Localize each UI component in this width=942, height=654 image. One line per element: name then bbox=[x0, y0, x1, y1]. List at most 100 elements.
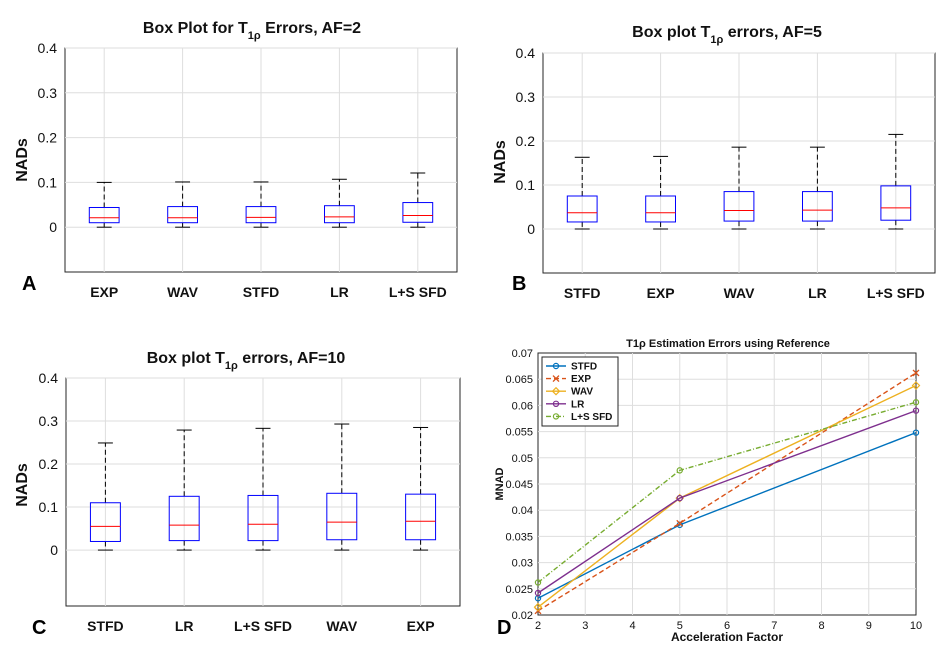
panel-a-ytick-4: 0.4 bbox=[38, 40, 58, 56]
panel-b-ytick-3: 0.3 bbox=[516, 89, 536, 105]
panel-d-ytick-1: 0.025 bbox=[505, 584, 533, 596]
panel-a-box-l-s-sfd bbox=[402, 172, 434, 228]
panel-b-box-exp bbox=[645, 155, 676, 230]
panel-b-box-l-s-sfd bbox=[880, 133, 912, 230]
panel-c-iqr-l-s-sfd bbox=[247, 494, 279, 542]
panel-d-ytick-6: 0.05 bbox=[512, 453, 533, 465]
panel-d-point-l-s-sfd-10 bbox=[912, 399, 920, 406]
panel-c-xtick-lr: LR bbox=[175, 618, 194, 634]
panel-c-iqr-stfd bbox=[89, 502, 121, 542]
panel-a-iqr-exp bbox=[88, 206, 120, 224]
panel-c-xtick-wav: WAV bbox=[326, 618, 358, 634]
panel-d-point-lr-2 bbox=[534, 589, 542, 597]
panel-c-y-axis-label: NADs bbox=[14, 463, 31, 507]
panel-a-xtick-wav: WAV bbox=[167, 284, 199, 300]
panel-d-legend-marker-wav bbox=[551, 386, 561, 396]
panel-b-iqr-l-s-sfd bbox=[880, 185, 912, 221]
panel-b-xtick-lr: LR bbox=[808, 285, 827, 301]
panel-c-iqr-exp bbox=[405, 493, 437, 541]
panel-c-box-exp bbox=[405, 426, 437, 551]
panel-d-xtick-5: 7 bbox=[771, 620, 777, 632]
panel-d-ytick-9: 0.065 bbox=[505, 374, 533, 386]
panel-d-point-exp-5 bbox=[676, 519, 684, 527]
panel-c-xtick-l-s-sfd: L+S SFD bbox=[234, 618, 292, 634]
panel-d-point-l-s-sfd-5 bbox=[676, 467, 683, 474]
panel-a-box-wav bbox=[167, 181, 198, 228]
panel-b-iqr-stfd bbox=[566, 195, 598, 223]
panel-d-legend-marker-l-s-sfd bbox=[552, 413, 560, 420]
panel-a-label: A bbox=[22, 273, 36, 295]
panel-b-xtick-stfd: STFD bbox=[564, 285, 601, 301]
panel-c-title: Box plot T1ρ errors, AF=10 bbox=[147, 350, 346, 372]
panel-d-point-wav-10 bbox=[911, 381, 921, 390]
panel-d-xtick-2: 4 bbox=[629, 620, 635, 632]
panel-d-ytick-8: 0.06 bbox=[512, 400, 533, 412]
panel-d-point-exp-10 bbox=[912, 369, 920, 377]
panel-b-xtick-exp: EXP bbox=[647, 285, 675, 301]
panel-b-label: B bbox=[512, 273, 526, 295]
panel-d-point-stfd-10 bbox=[912, 429, 920, 436]
panel-d-ytick-2: 0.03 bbox=[512, 558, 533, 570]
panel-d-xtick-4: 6 bbox=[724, 620, 730, 632]
panel-a-xtick-stfd: STFD bbox=[243, 284, 280, 300]
panel-b-boxes bbox=[566, 133, 912, 230]
panel-c-ytick-4: 0.4 bbox=[39, 370, 59, 386]
panel-c-ytick-1: 0.1 bbox=[39, 499, 59, 515]
panel-d-legend-label-lr: LR bbox=[571, 399, 585, 410]
panel-b-ytick-2: 0.2 bbox=[516, 133, 536, 149]
panel-c-xtick-exp: EXP bbox=[407, 618, 435, 634]
panel-a-ytick-3: 0.3 bbox=[38, 85, 58, 101]
panel-a-y-axis-label: NADs bbox=[14, 138, 31, 182]
panel-c-ytick-2: 0.2 bbox=[39, 456, 59, 472]
panel-d-legend-entry-lr: LR bbox=[546, 399, 585, 410]
panel-d-legend-marker-exp-b bbox=[552, 375, 560, 383]
panel-d-legend-entry-wav: WAV bbox=[546, 387, 593, 398]
panel-a-box-plot: Box Plot for T1ρ Errors, AF=2 0 0.1 0.2 0.3… bbox=[14, 20, 458, 300]
panel-d-xtick-7: 9 bbox=[866, 620, 872, 632]
panel-a-title: Box Plot for T1ρ Errors, AF=2 bbox=[143, 20, 361, 42]
panel-a-box-stfd bbox=[245, 181, 277, 228]
panel-d-point-exp-10-b bbox=[912, 369, 920, 377]
panel-c-xtick-stfd: STFD bbox=[87, 618, 124, 634]
panel-d-point-exp-5-b bbox=[676, 519, 684, 527]
panel-d-y-ticks: 0.02 0.025 0.03 0.035 0.04 0.045 0.05 0.055 0.06… bbox=[505, 348, 533, 622]
panel-a-xtick-lr: LR bbox=[330, 284, 349, 300]
panel-d-line-stfd bbox=[537, 431, 917, 599]
panel-a-iqr-l-s-sfd bbox=[402, 202, 434, 223]
panel-c-box-stfd bbox=[89, 442, 121, 551]
panel-a-grid bbox=[65, 47, 457, 272]
panel-a-y-ticks: 0 0.1 0.2 0.3 0.4 bbox=[38, 40, 58, 235]
panel-d-legend-entry-stfd: STFD bbox=[546, 362, 597, 373]
panel-b-ytick-4: 0.4 bbox=[516, 45, 536, 61]
panel-b-ytick-0: 0 bbox=[527, 221, 535, 237]
panel-d-title: T1ρ Estimation Errors using Reference bbox=[626, 338, 830, 350]
panel-c-box-lr bbox=[168, 429, 200, 551]
panel-b-title: Box plot T1ρ errors, AF=5 bbox=[632, 24, 822, 46]
panel-d-ytick-5: 0.045 bbox=[505, 479, 533, 491]
panel-a-iqr-stfd bbox=[245, 206, 277, 224]
panel-d-legend-label-wav: WAV bbox=[571, 387, 593, 398]
panel-b-iqr-exp bbox=[645, 195, 676, 223]
panel-a-x-ticks: EXP WAV STFD LR L+S SFD bbox=[90, 284, 447, 300]
panel-c-box-wav bbox=[326, 423, 358, 551]
panel-a-ytick-1: 0.1 bbox=[38, 174, 58, 190]
panel-d-ytick-3: 0.035 bbox=[505, 531, 533, 543]
panel-a-boxes bbox=[88, 172, 434, 228]
panel-d-legend-marker-exp bbox=[552, 375, 560, 383]
panel-b-ytick-1: 0.1 bbox=[516, 177, 536, 193]
panel-d-xtick-3: 5 bbox=[677, 620, 683, 632]
panel-d-line-lr bbox=[537, 409, 917, 594]
panel-d-legend-label-stfd: STFD bbox=[571, 362, 597, 373]
panel-a-xtick-l-s-sfd: L+S SFD bbox=[389, 284, 447, 300]
panel-d-series-stfd bbox=[534, 429, 920, 602]
panel-d-x-axis-label: Acceleration Factor bbox=[671, 630, 783, 644]
panel-d-xtick-8: 10 bbox=[910, 620, 922, 632]
panel-d-legend-label-exp: EXP bbox=[571, 374, 591, 385]
panel-b-xtick-wav: WAV bbox=[724, 285, 756, 301]
panel-a-iqr-lr bbox=[324, 205, 355, 224]
panel-c-y-ticks: 0 0.1 0.2 0.3 0.4 bbox=[39, 370, 59, 558]
panel-c-ytick-3: 0.3 bbox=[39, 413, 59, 429]
panel-c-iqr-wav bbox=[326, 492, 358, 541]
panel-c-box-l-s-sfd bbox=[247, 427, 279, 551]
